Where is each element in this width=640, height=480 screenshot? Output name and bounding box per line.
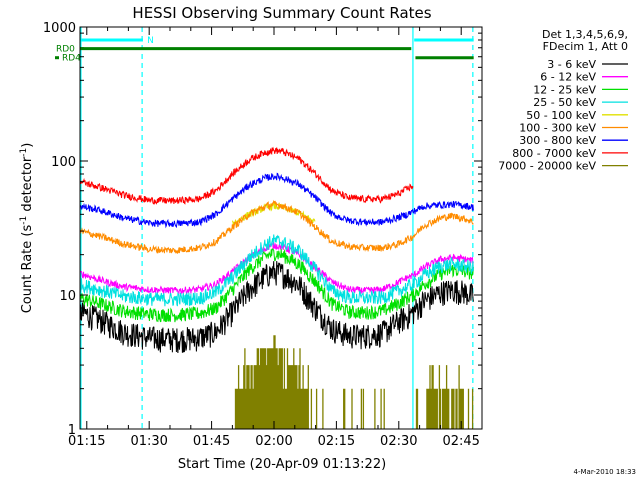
legend-label-0: 3 - 6 keV <box>547 58 596 71</box>
x-tick-label-2: 01:45 <box>193 434 230 449</box>
y-axis-label-part2: detector <box>20 156 35 216</box>
plot-frame <box>79 26 483 430</box>
y-axis-label-sup1: -1 <box>19 216 29 225</box>
x-tick-label-4: 02:15 <box>318 434 355 449</box>
series-line-5 <box>80 199 474 255</box>
plot-area <box>80 27 474 429</box>
y-axis-label-sup2: -1 <box>19 148 29 157</box>
series-line-2 <box>80 248 474 323</box>
x-axis: 01:15 01:30 01:45 02:00 02:15 02:30 02:45 <box>68 27 483 449</box>
legend-label-5: 100 - 300 keV <box>519 122 596 135</box>
flag-label-2: RD4 <box>62 54 81 64</box>
x-tick-label-5: 02:30 <box>380 434 417 449</box>
y-tick-label-2: 100 <box>51 155 76 170</box>
y-axis: 1 10 100 1000 <box>43 21 482 438</box>
footer-timestamp: 4-Mar-2010 18:33 <box>574 468 636 476</box>
legend-header-line2: FDecim 1, Att 0 <box>543 40 628 53</box>
legend-label-7: 800 - 7000 keV <box>512 147 596 160</box>
legend-label-8: 7000 - 20000 keV <box>498 160 596 173</box>
series-line-0 <box>80 261 474 354</box>
legend-label-4: 50 - 100 keV <box>526 109 596 122</box>
legend-label-1: 6 - 12 keV <box>540 71 596 84</box>
y-axis-label: Count Rate (s-1 detector-1) <box>19 143 35 314</box>
chart-title: HESSI Observing Summary Count Rates <box>132 4 431 22</box>
flag-label-0: N <box>147 36 154 46</box>
legend: Det 1,3,4,5,6,9, FDecim 1, Att 0 3 - 6 k… <box>498 28 628 173</box>
legend-label-3: 25 - 50 keV <box>533 96 596 109</box>
y-tick-label-0: 1 <box>68 423 76 438</box>
x-tick-label-1: 01:30 <box>130 434 167 449</box>
y-tick-label-1: 10 <box>59 289 76 304</box>
legend-label-2: 12 - 25 keV <box>533 83 596 96</box>
x-tick-label-0: 01:15 <box>68 434 105 449</box>
flag-label-1: RD0 <box>56 45 75 55</box>
y-axis-label-part1: Count Rate (s <box>20 225 35 314</box>
x-axis-label: Start Time (20-Apr-09 01:13:22) <box>178 457 386 472</box>
series-line-6 <box>80 172 474 229</box>
series-line-7 <box>80 146 414 205</box>
legend-label-6: 300 - 800 keV <box>519 134 596 147</box>
x-tick-label-6: 02:45 <box>442 434 479 449</box>
series-line-8 <box>234 335 474 429</box>
series-line-3 <box>80 234 474 307</box>
series-line-1 <box>80 241 474 295</box>
y-axis-label-part3: ) <box>20 143 35 148</box>
x-tick-label-3: 02:00 <box>255 434 292 449</box>
legend-header-line1: Det 1,3,4,5,6,9, <box>542 28 628 41</box>
y-tick-label-3: 1000 <box>43 21 76 36</box>
